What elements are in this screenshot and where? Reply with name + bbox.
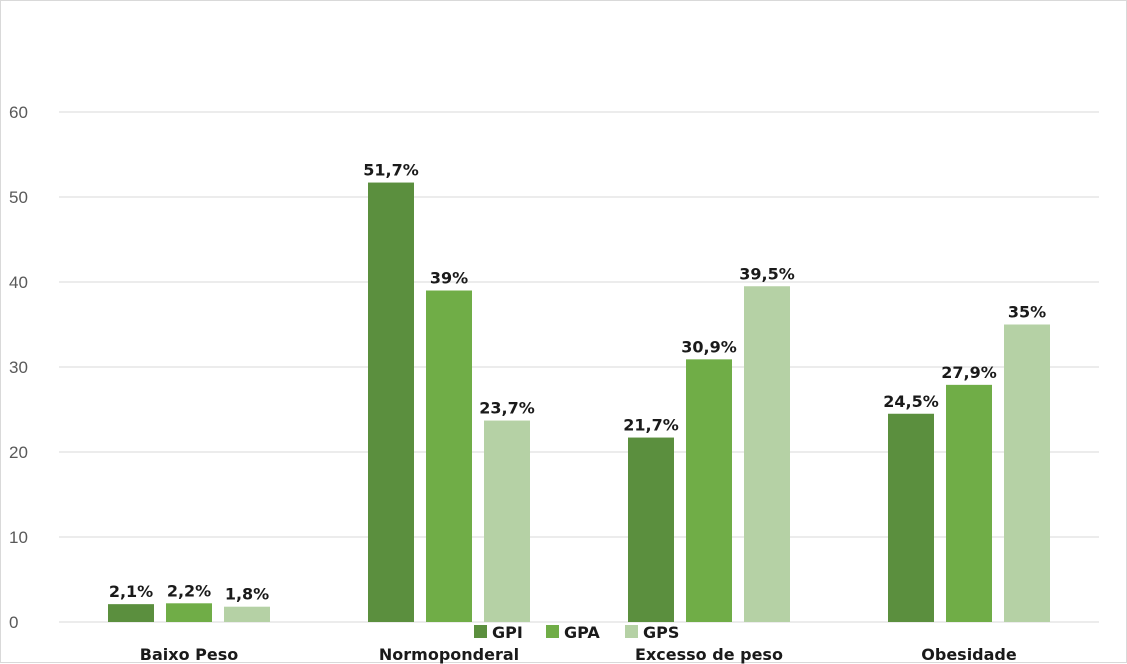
bar-gpi-1 <box>108 604 154 622</box>
data-label: 23,7% <box>479 399 535 418</box>
category-label: Normoponderal <box>379 645 519 664</box>
data-label: 39,5% <box>739 264 795 283</box>
gridlines <box>59 111 1099 623</box>
category-label: Baixo Peso <box>140 645 238 664</box>
data-label: 2,2% <box>167 581 211 600</box>
y-tick-label: 0 <box>9 613 18 632</box>
legend-label-gpa: GPA <box>564 623 600 642</box>
y-tick-label: 20 <box>9 443 28 462</box>
data-label: 51,7% <box>363 161 419 180</box>
legend-swatch-gpi <box>474 625 487 638</box>
bar-gps-4 <box>1004 324 1050 622</box>
y-tick-label: 50 <box>9 188 28 207</box>
data-label: 1,8% <box>225 585 269 604</box>
bar-gpa-4 <box>946 384 992 622</box>
y-tick-label: 10 <box>9 528 28 547</box>
legend-label-gpi: GPI <box>492 623 523 642</box>
bar-gpa-2 <box>426 290 472 622</box>
data-label: 30,9% <box>681 337 737 356</box>
bar-gps-1 <box>224 606 270 622</box>
data-label: 24,5% <box>883 392 939 411</box>
category-label: Obesidade <box>921 645 1017 664</box>
bar-gpi-4 <box>888 413 934 622</box>
legend-label-gps: GPS <box>643 623 679 642</box>
category-label: Excesso de peso <box>635 645 783 664</box>
bar-gps-3 <box>744 286 790 622</box>
x-axis-categories: Baixo Peso Normoponderal Excesso de peso Ob… <box>140 645 1017 664</box>
bar-gpa-3 <box>686 359 732 622</box>
bar-gpi-3 <box>628 437 674 622</box>
data-label: 39% <box>430 269 468 288</box>
bars <box>108 182 1050 623</box>
bar-gpi-2 <box>368 182 414 623</box>
data-labels: 2,1% 2,2% 1,8% 51,7% 39% 23,7% 21,7% 30,9% 39,5%… <box>109 161 1046 604</box>
data-label: 2,1% <box>109 582 153 601</box>
y-tick-label: 40 <box>9 273 28 292</box>
data-label: 35% <box>1008 303 1046 322</box>
y-axis-ticks: 0 10 20 30 40 50 60 <box>9 103 28 632</box>
bar-gpa-1 <box>166 603 212 622</box>
legend-swatch-gps <box>625 625 638 638</box>
y-tick-label: 30 <box>9 358 28 377</box>
legend: GPI GPA GPS <box>474 623 679 642</box>
y-tick-label: 60 <box>9 103 28 122</box>
legend-swatch-gpa <box>546 625 559 638</box>
data-label: 21,7% <box>623 416 679 435</box>
bar-gps-2 <box>484 420 530 622</box>
data-label: 27,9% <box>941 363 997 382</box>
